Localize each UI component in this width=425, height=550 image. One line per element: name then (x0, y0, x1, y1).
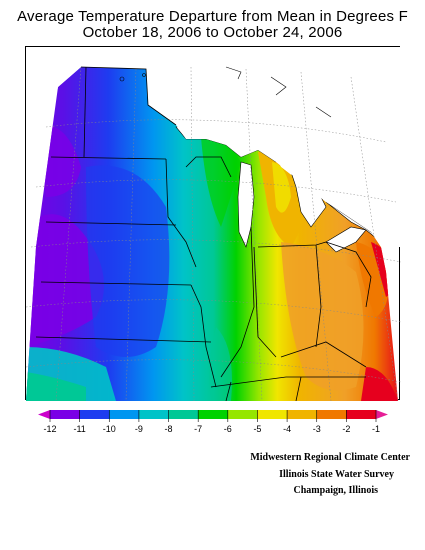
map-date-range: October 18, 2006 to October 24, 2006 (82, 24, 343, 41)
color-legend: -12 -11 -10 -9 -8 -7 -6 -5 -4 -3 -2 -1 (38, 410, 388, 434)
legend-swatch (316, 410, 347, 419)
legend-tick-label: -4 (283, 424, 291, 434)
legend-swatch (168, 410, 199, 419)
legend-tick-label: -10 (103, 424, 116, 434)
credit-mrcc: Midwestern Regional Climate Center (250, 452, 410, 463)
legend-tick-label: -2 (342, 424, 350, 434)
legend-tick-label: -1 (372, 424, 380, 434)
legend-arrow-right (376, 410, 388, 419)
legend-tick-label: -5 (253, 424, 261, 434)
legend-tick-label: -3 (313, 424, 321, 434)
legend-swatch (50, 410, 81, 419)
legend-swatch (257, 410, 288, 419)
coastline-details (119, 66, 332, 118)
credit-location: Champaign, Illinois (293, 485, 378, 496)
legend-swatch (287, 410, 318, 419)
legend-swatch (227, 410, 258, 419)
legend-swatch (79, 410, 110, 419)
legend-swatch (109, 410, 140, 419)
legend-tick-label: -11 (73, 424, 85, 434)
temperature-departure-map (25, 46, 401, 401)
legend-tick-label: -8 (165, 424, 173, 434)
graticule (26, 66, 401, 401)
legend-swatch (198, 410, 229, 419)
legend-arrow-left (38, 410, 50, 419)
legend-tick-label: -12 (43, 424, 56, 434)
legend-tick-label: -9 (135, 424, 143, 434)
legend-tick-label: -6 (224, 424, 232, 434)
credit-isws: Illinois State Water Survey (279, 469, 394, 480)
legend-swatch (346, 410, 377, 419)
legend-tick-label: -7 (194, 424, 202, 434)
state-borders (35, 66, 372, 401)
legend-swatch (138, 410, 170, 419)
map-title: Average Temperature Departure from Mean … (17, 8, 408, 25)
